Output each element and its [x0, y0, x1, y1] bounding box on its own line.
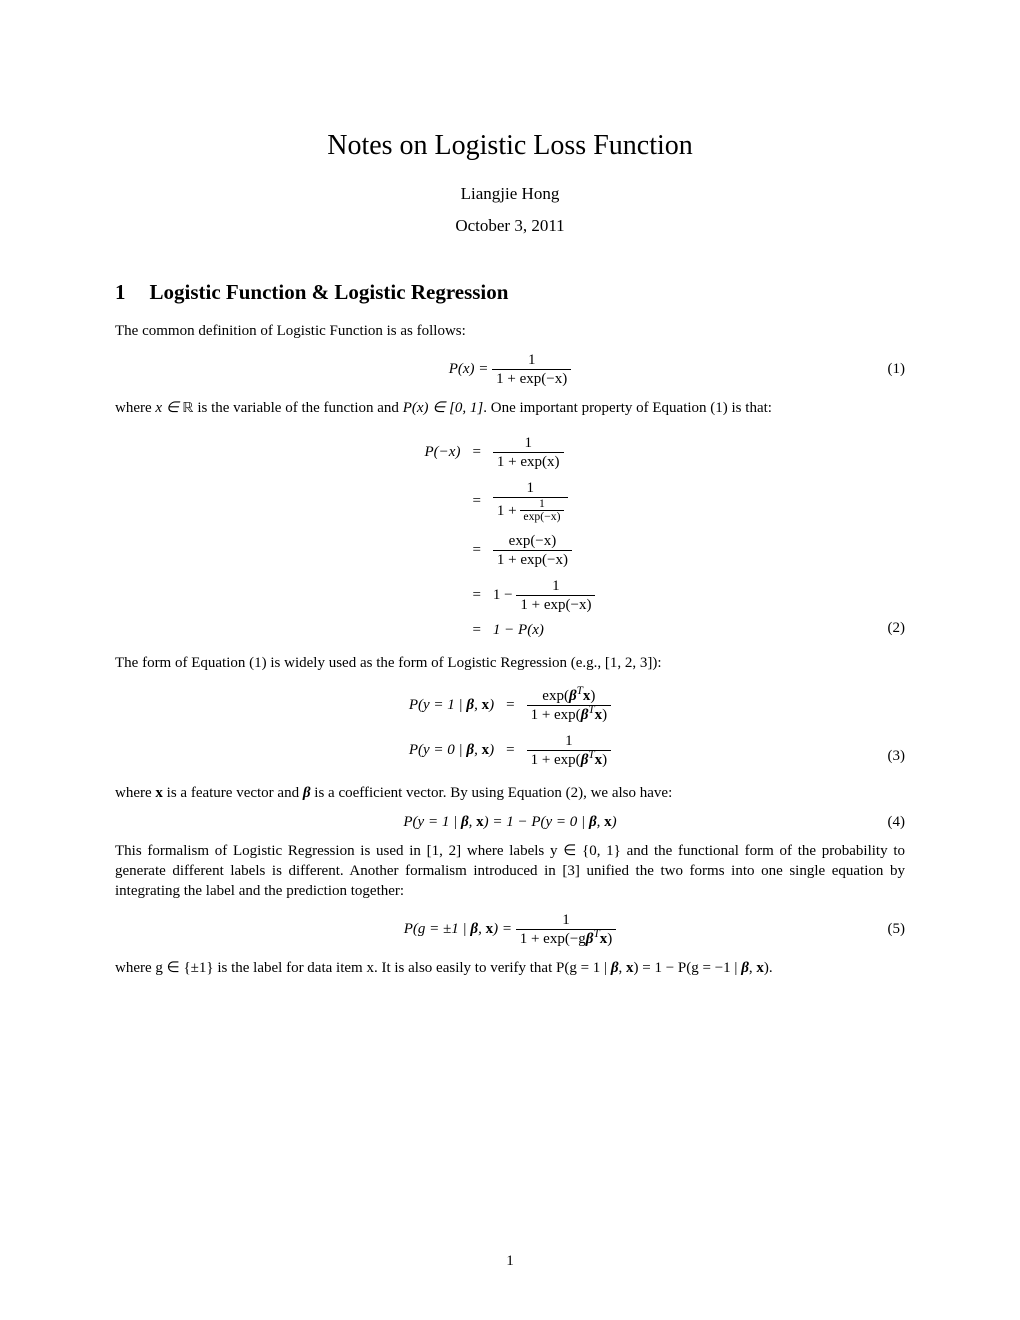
fraction: 1 1 + exp(−x): [492, 351, 571, 388]
paragraph: where x ∈ ℝ is the variable of the funct…: [115, 398, 905, 419]
document-author: Liangjie Hong: [115, 184, 905, 204]
math-symbol: ℝ: [183, 401, 194, 416]
page-number: 1: [0, 1253, 1020, 1270]
equation-4: P(y = 1 | β, x) = 1 − P(y = 0 | β, x) (4…: [115, 814, 905, 831]
equation-2: P(−x) = 1 1 + exp(x) = 1: [115, 430, 905, 644]
numerator: 1: [493, 479, 568, 498]
paragraph: where x is a feature vector and β is a c…: [115, 783, 905, 803]
paragraph: The form of Equation (1) is widely used …: [115, 653, 905, 673]
eq-body: P(y = 1 | β, x) = 1 − P(y = 0 | β, x): [151, 814, 869, 831]
numerator: 1: [516, 577, 595, 596]
document-date: October 3, 2011: [115, 216, 905, 236]
equation-number: (4): [869, 814, 905, 831]
section-number: 1: [115, 280, 126, 305]
math-inline: x ∈: [155, 400, 182, 416]
paragraph: where g ∈ {±1} is the label for data ite…: [115, 958, 905, 978]
aligned-equations: P(−x) = 1 1 + exp(x) = 1: [419, 430, 602, 644]
text: 1 −: [493, 587, 516, 603]
denominator: 1 + exp(−x): [492, 370, 571, 388]
document-page: Notes on Logistic Loss Function Liangjie…: [0, 0, 1020, 1320]
equation-number: (5): [869, 921, 905, 938]
equation-number: (1): [869, 361, 905, 378]
eq1-lhs: P(x) =: [449, 361, 489, 377]
equation-3: P(y = 1 | β, x) = exp(βTx) 1 + exp(βTx) …: [115, 683, 905, 773]
equation-5: P(g = ±1 | β, x) = 1 1 + exp(−gβTx) (5): [115, 911, 905, 948]
eq2-final: 1 − P(x): [493, 622, 544, 638]
document-title: Notes on Logistic Loss Function: [115, 130, 905, 162]
aligned-equations: P(y = 1 | β, x) = exp(βTx) 1 + exp(βTx) …: [403, 683, 617, 773]
numerator: 1: [492, 351, 571, 370]
numerator: exp(−x): [493, 532, 572, 551]
equation-1: P(x) = 1 1 + exp(−x) (1): [115, 351, 905, 388]
text: . One important property of Equation (1)…: [483, 400, 772, 416]
numerator: 1: [493, 434, 564, 453]
paragraph: This formalism of Logistic Regression is…: [115, 841, 905, 902]
eq-body: P(g = ±1 | β, x) = 1 1 + exp(−gβTx): [151, 911, 869, 948]
denominator: 1 + 1exp(−x): [493, 498, 568, 525]
equation-number: (3): [869, 748, 905, 773]
section-heading: 1 Logistic Function & Logistic Regression: [115, 280, 905, 305]
eq-body: P(−x) = 1 1 + exp(x) = 1: [151, 430, 869, 644]
section-title: Logistic Function & Logistic Regression: [150, 280, 509, 304]
math-inline: P(x) ∈ [0, 1]: [403, 400, 484, 416]
eq-body: P(y = 1 | β, x) = exp(βTx) 1 + exp(βTx) …: [151, 683, 869, 773]
text: where: [115, 400, 155, 416]
equation-number: (2): [869, 620, 905, 643]
eq-body: P(x) = 1 1 + exp(−x): [151, 351, 869, 388]
text: is the variable of the function and: [194, 400, 403, 416]
eq2-lhs: P(−x): [425, 444, 461, 460]
paragraph: The common definition of Logistic Functi…: [115, 321, 905, 341]
denominator: 1 + exp(x): [493, 453, 564, 471]
denominator: 1 + exp(−x): [516, 596, 595, 614]
denominator: 1 + exp(−x): [493, 551, 572, 569]
